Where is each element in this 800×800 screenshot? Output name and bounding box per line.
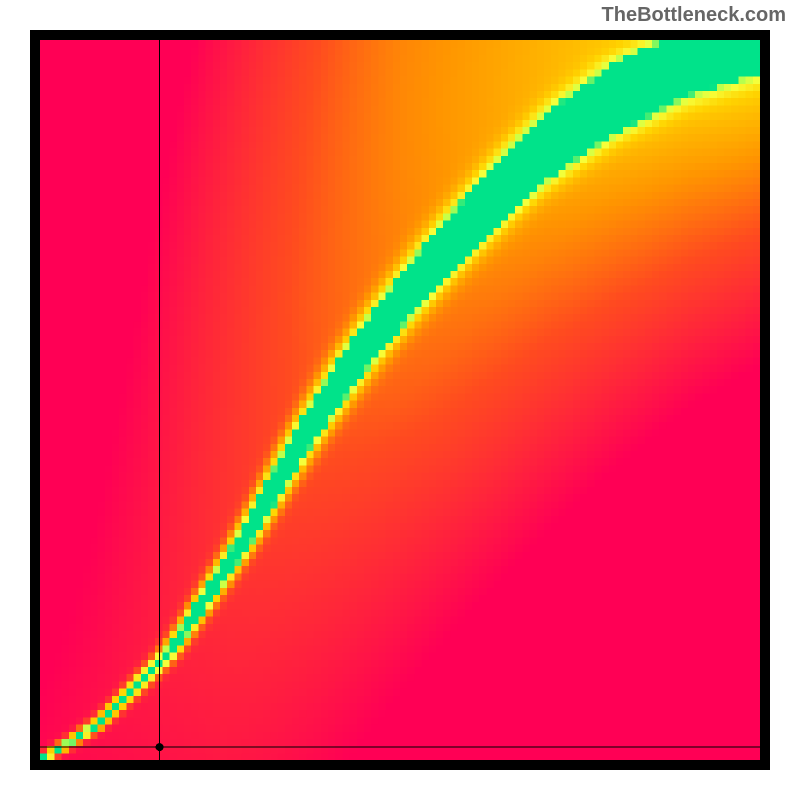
crosshair-marker: [156, 743, 164, 751]
plot-frame: [30, 30, 770, 770]
heatmap-svg: [40, 40, 760, 760]
watermark-text: TheBottleneck.com: [602, 4, 786, 27]
plot-area: [40, 40, 760, 760]
